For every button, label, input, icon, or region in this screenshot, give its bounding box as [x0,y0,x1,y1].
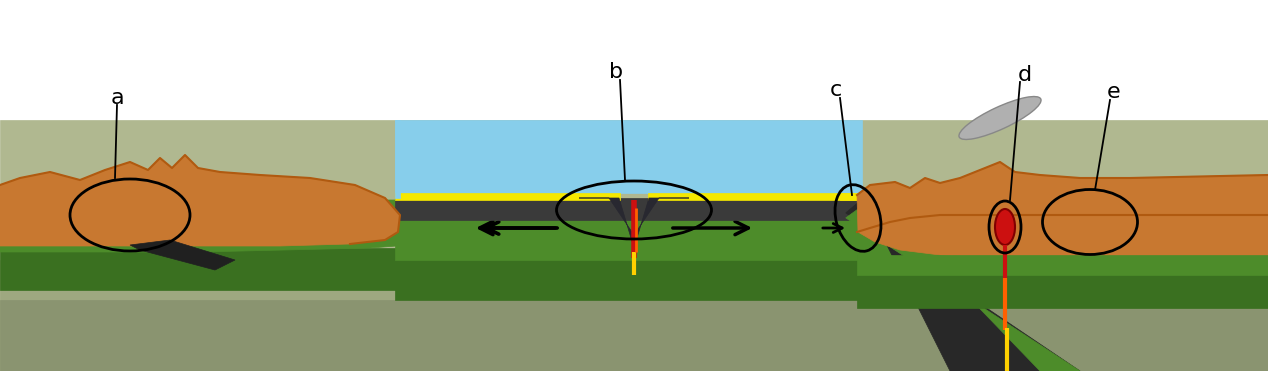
Polygon shape [0,155,399,246]
Polygon shape [648,193,862,200]
Text: b: b [609,62,623,82]
Polygon shape [857,272,1268,308]
Ellipse shape [995,209,1014,245]
Text: c: c [829,80,842,100]
Polygon shape [0,260,1268,371]
Text: e: e [1107,82,1121,102]
Polygon shape [131,240,235,270]
Polygon shape [396,198,862,220]
Polygon shape [0,248,410,290]
Polygon shape [396,255,862,300]
Polygon shape [846,198,1080,371]
Polygon shape [839,193,862,200]
Polygon shape [846,198,1080,371]
Polygon shape [857,162,1268,258]
Ellipse shape [959,96,1041,139]
Polygon shape [396,215,862,260]
Polygon shape [857,255,1268,295]
Polygon shape [396,120,862,193]
Polygon shape [396,120,399,198]
Text: d: d [1018,65,1032,85]
Polygon shape [857,255,1268,275]
Polygon shape [0,300,1268,371]
Polygon shape [396,193,620,200]
Polygon shape [857,200,1268,260]
Polygon shape [579,198,689,248]
Polygon shape [0,120,1268,371]
Text: a: a [110,88,124,108]
Polygon shape [0,200,410,252]
